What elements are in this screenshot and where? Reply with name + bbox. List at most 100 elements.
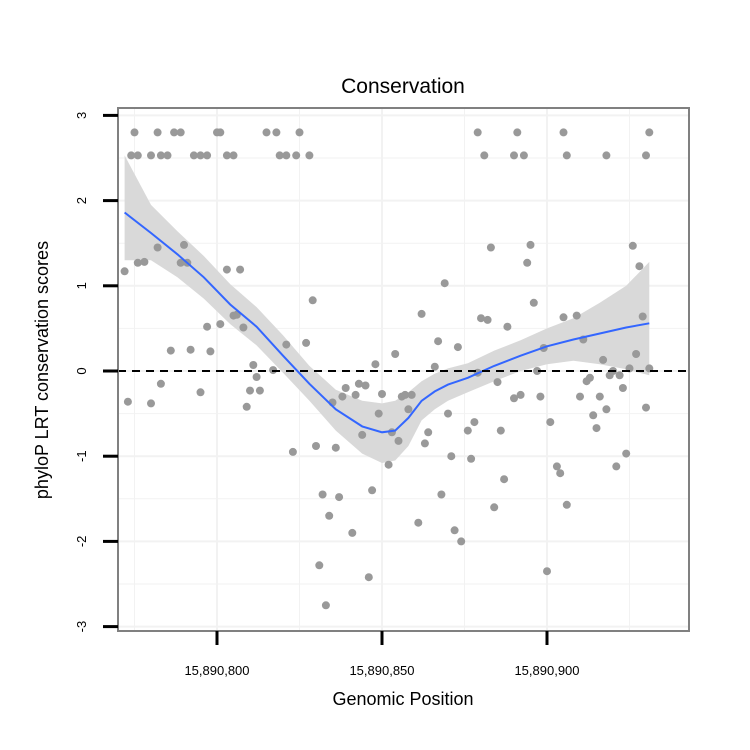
data-point	[176, 258, 185, 267]
data-point	[288, 447, 297, 456]
data-point	[133, 151, 142, 160]
data-point	[447, 452, 456, 461]
data-point	[444, 409, 452, 418]
data-point	[384, 460, 393, 469]
data-point	[391, 350, 400, 358]
data-point	[453, 343, 462, 352]
data-point	[622, 449, 631, 458]
x-tick-label: 15,890,800	[184, 663, 249, 678]
data-point	[612, 462, 621, 471]
data-point	[559, 128, 568, 137]
data-point	[473, 128, 482, 137]
data-point	[486, 243, 495, 252]
data-point	[130, 128, 139, 137]
data-point	[282, 151, 291, 160]
data-point	[170, 128, 179, 137]
data-point	[467, 454, 476, 463]
data-point	[510, 151, 518, 160]
data-point	[361, 381, 370, 390]
data-point	[292, 151, 301, 160]
data-point	[407, 390, 416, 399]
data-point	[642, 403, 650, 412]
data-point	[354, 379, 363, 388]
data-point	[503, 322, 512, 331]
data-point	[351, 390, 360, 399]
data-point	[529, 298, 538, 307]
data-point	[394, 436, 403, 445]
data-point	[371, 360, 380, 369]
data-point	[123, 397, 132, 406]
data-point	[153, 128, 162, 137]
data-point	[628, 241, 637, 250]
data-point	[576, 392, 584, 401]
data-point	[602, 405, 611, 414]
data-point	[493, 378, 502, 387]
smooth-curve	[123, 211, 650, 434]
y-tick-label: -1	[74, 450, 89, 462]
data-point	[420, 439, 429, 448]
ribbon-area	[124, 155, 650, 463]
data-point	[463, 426, 472, 435]
data-point	[206, 347, 215, 356]
x-axis: 15,890,800 15,890,850 15,890,900	[184, 631, 580, 678]
data-point	[120, 267, 129, 276]
data-point	[229, 151, 238, 160]
data-point	[236, 265, 245, 274]
data-point	[166, 346, 175, 355]
data-point	[632, 350, 641, 358]
data-point	[519, 151, 528, 160]
data-point	[216, 320, 225, 329]
data-point	[364, 573, 373, 582]
data-point	[163, 151, 172, 160]
data-point	[338, 392, 347, 401]
data-point	[255, 386, 264, 395]
data-point	[562, 151, 571, 160]
data-point	[341, 384, 350, 392]
data-point	[450, 526, 459, 535]
data-point	[315, 561, 324, 570]
data-point	[483, 315, 492, 324]
y-tick-label: 1	[74, 282, 89, 289]
data-point	[203, 322, 212, 331]
data-point	[262, 128, 271, 137]
data-point	[180, 240, 188, 249]
points	[120, 128, 654, 610]
y-tick-label: 3	[74, 112, 89, 119]
data-point	[203, 151, 212, 160]
data-point	[153, 243, 162, 252]
data-point	[156, 151, 165, 160]
grid	[118, 108, 689, 631]
data-point	[526, 240, 535, 249]
data-point	[272, 128, 281, 137]
data-point	[480, 151, 489, 160]
data-point	[513, 128, 522, 137]
data-point	[536, 392, 545, 401]
data-point	[249, 361, 258, 369]
data-point	[430, 362, 439, 371]
data-point	[437, 490, 446, 499]
chart-title: Conservation	[341, 75, 465, 98]
data-point	[246, 386, 254, 395]
data-point	[348, 528, 357, 537]
data-point	[282, 340, 291, 349]
data-point	[602, 151, 611, 160]
data-point	[140, 257, 149, 266]
data-point	[490, 503, 499, 512]
y-tick-label: 2	[74, 197, 89, 204]
x-axis-label: Genomic Position	[332, 689, 473, 709]
data-point	[562, 500, 571, 509]
data-point	[147, 151, 155, 160]
data-point	[133, 258, 142, 267]
data-point	[176, 128, 185, 137]
data-point	[404, 405, 413, 414]
data-point	[645, 128, 654, 137]
data-point	[275, 151, 284, 160]
data-point	[321, 601, 330, 610]
data-point	[305, 151, 314, 160]
data-point	[222, 265, 231, 274]
panel-border	[117, 107, 690, 632]
data-point	[252, 373, 261, 381]
data-point	[196, 388, 205, 397]
data-point	[335, 493, 344, 502]
data-point	[242, 402, 251, 411]
